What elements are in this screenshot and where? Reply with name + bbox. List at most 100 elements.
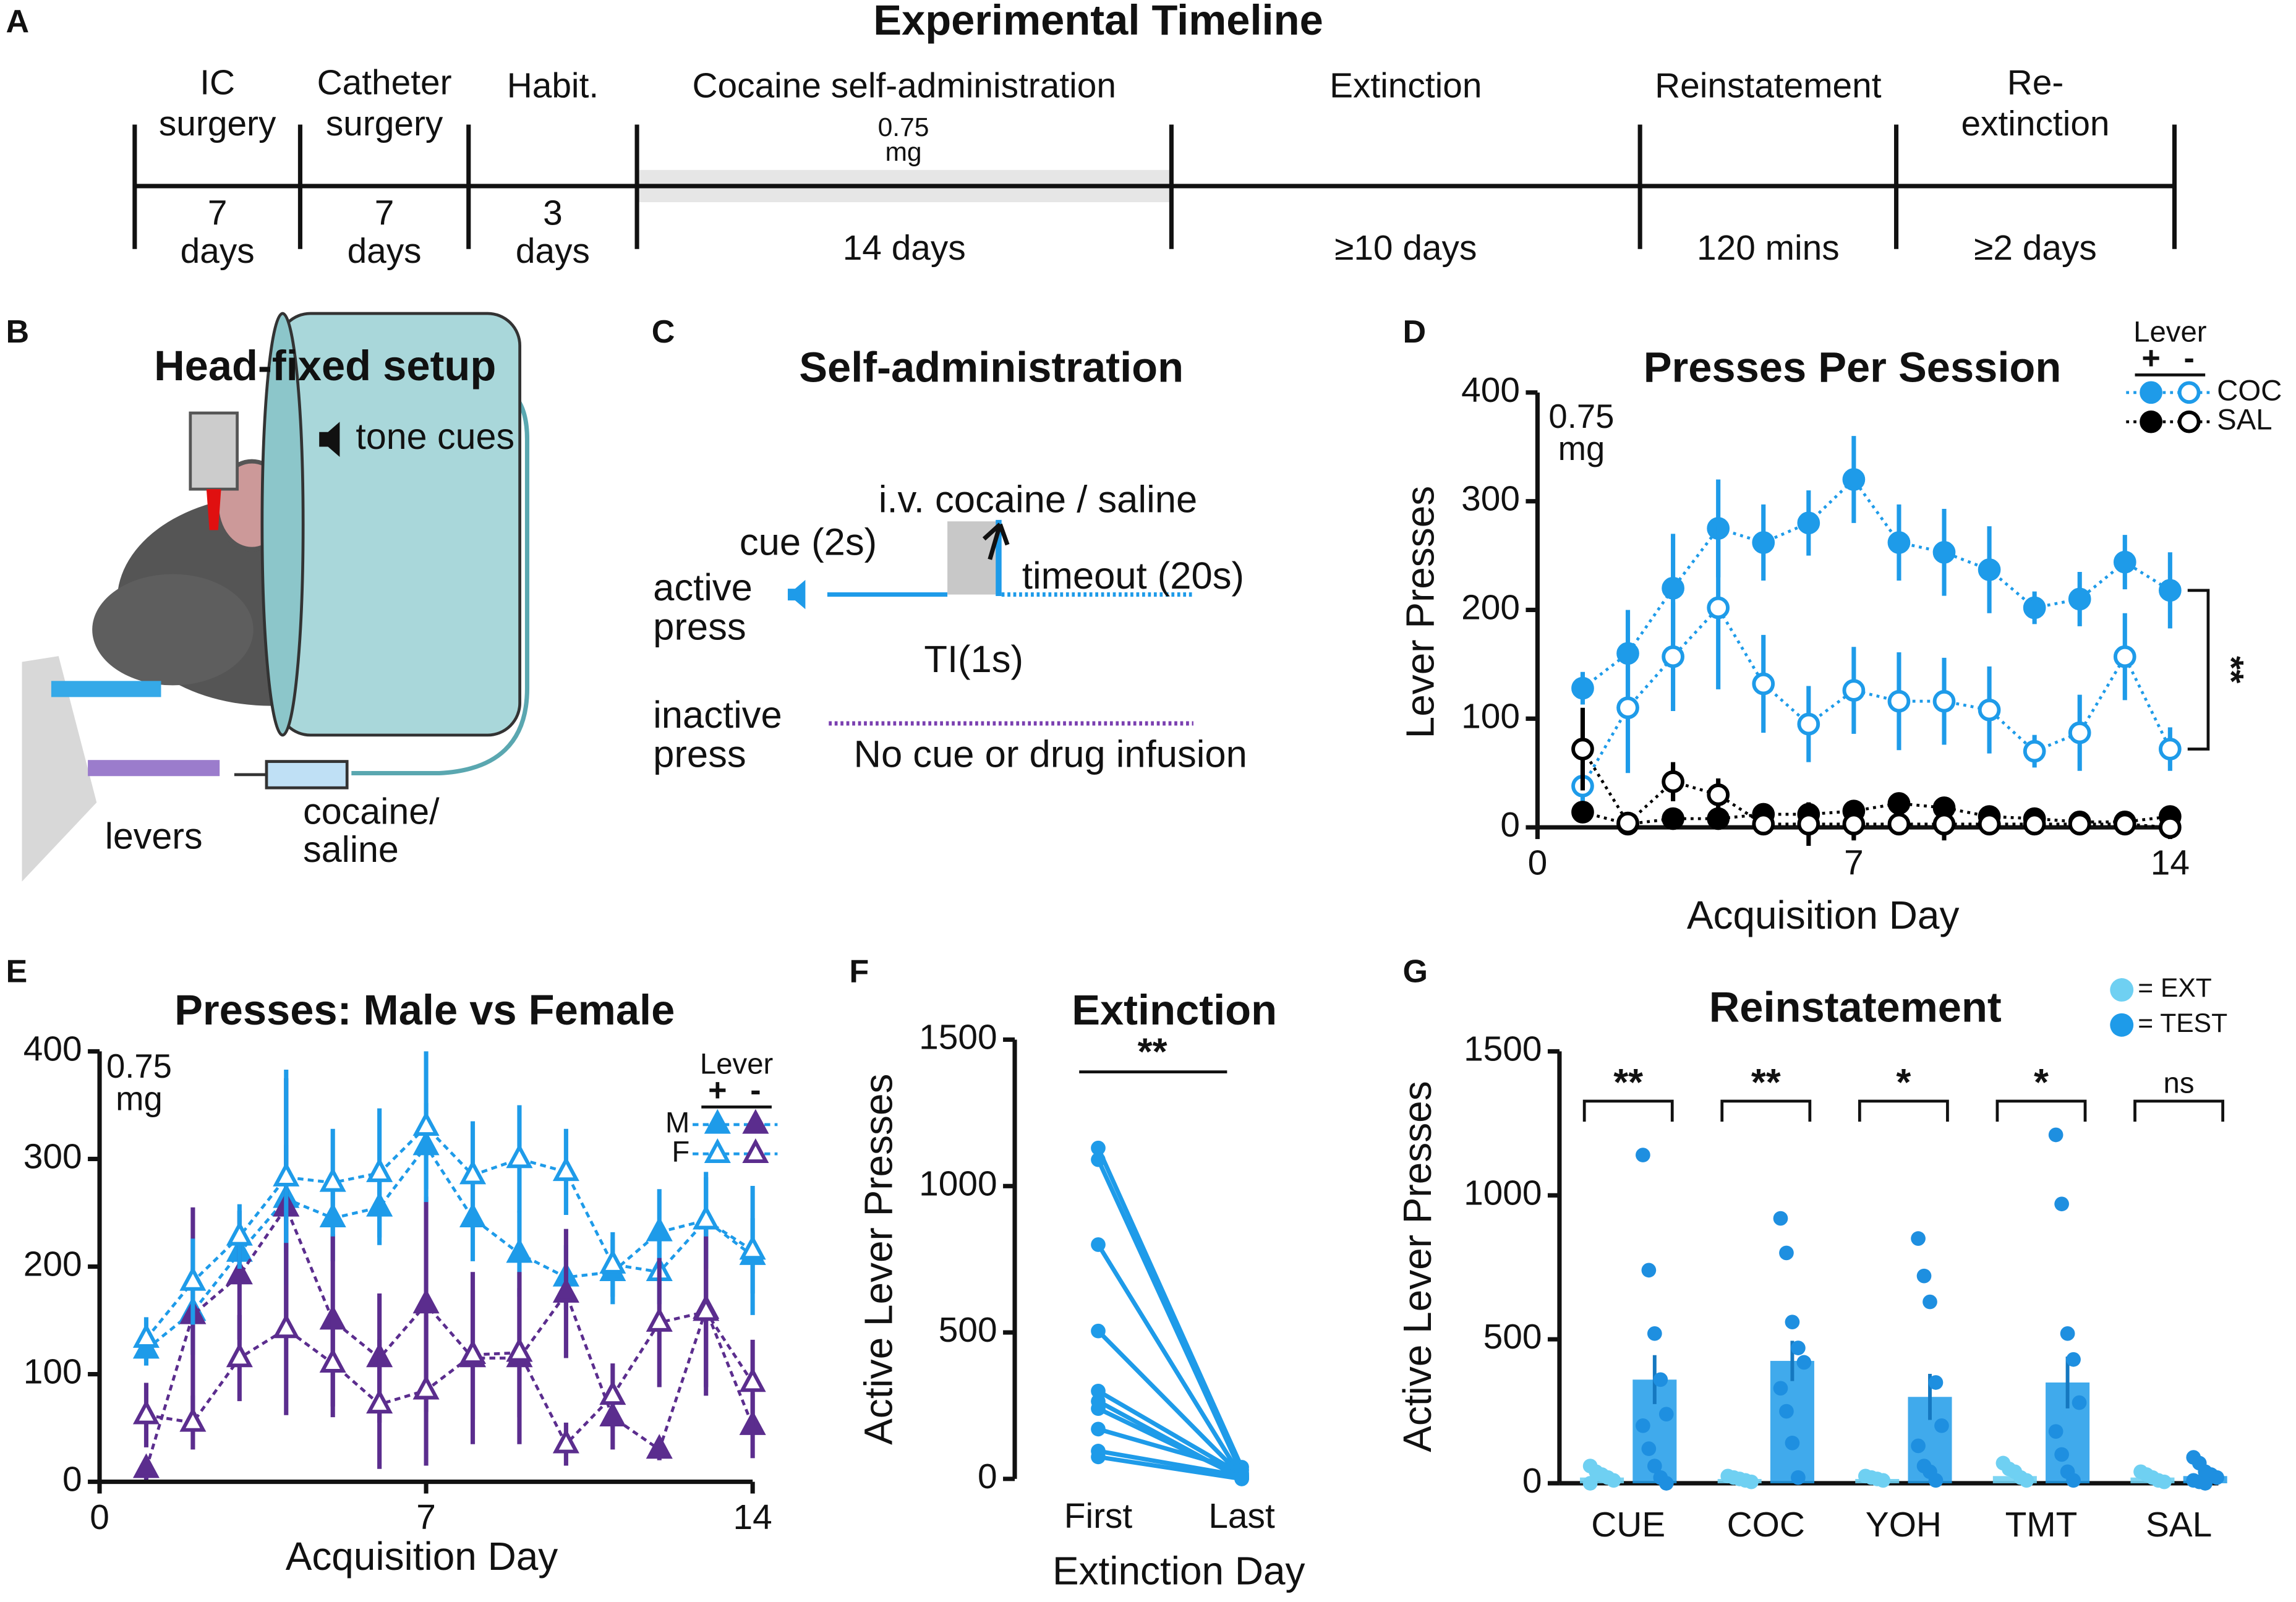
legend-column: + [2141, 341, 2160, 377]
bar-group [2183, 1450, 2227, 1491]
panel-letter: D [1403, 314, 1427, 350]
marker [1616, 696, 1639, 720]
significance-bracket [1858, 1099, 1949, 1122]
point [1647, 1326, 1662, 1341]
x-tick-label: 14 [733, 1498, 772, 1537]
marker [693, 1204, 720, 1230]
point [1779, 1404, 1794, 1419]
marker [1707, 807, 1730, 830]
marker [1571, 801, 1594, 824]
marker [2068, 587, 2091, 611]
x-axis-label: Extinction Day [1052, 1549, 1305, 1593]
pair-line [1096, 1147, 1244, 1468]
title: Self-administration [799, 343, 1184, 391]
point [2198, 1476, 2213, 1491]
x-tick-label: SAL [2146, 1506, 2212, 1544]
marker [1887, 689, 1911, 713]
series [132, 1051, 766, 1360]
point [1091, 1140, 1106, 1156]
point [2054, 1196, 2069, 1212]
legend-column: + [708, 1072, 727, 1108]
legend-marker [742, 1138, 769, 1163]
speaker-icon [319, 422, 340, 458]
marker [1842, 679, 1866, 702]
phase-name: extinction [1961, 104, 2109, 143]
significance-bracket [1582, 1099, 1674, 1122]
pair-line [1096, 1329, 1244, 1478]
bar-group [2130, 1464, 2175, 1489]
y-tick-label: 0 [1500, 806, 1520, 845]
y-tick-label: 400 [1461, 371, 1520, 410]
label: No cue or drug infusion [854, 733, 1247, 776]
point [1744, 1474, 1759, 1489]
bar-group [1580, 1459, 1624, 1491]
legend-title: Lever [2133, 316, 2206, 349]
marker [319, 1347, 346, 1373]
marker [366, 1157, 393, 1182]
series [1571, 707, 2182, 846]
microscope [189, 411, 239, 491]
x-tick-label: 14 [2151, 844, 2190, 883]
dose-note: 0.75 [878, 113, 929, 142]
marker [646, 1216, 673, 1242]
legend-label: M [665, 1106, 689, 1139]
marker [1887, 531, 1911, 554]
marker [226, 1221, 253, 1246]
marker [1842, 468, 1866, 491]
significance: * [2034, 1061, 2049, 1104]
marker [2113, 645, 2136, 668]
point [1773, 1211, 1788, 1226]
point [1091, 1449, 1106, 1465]
dose-note: 0.75 [106, 1047, 172, 1085]
point [1636, 1148, 1650, 1162]
point [2048, 1424, 2063, 1439]
marker [273, 1161, 300, 1187]
phase-name: Catheter [317, 64, 452, 103]
x-tick-label: 7 [416, 1498, 436, 1537]
legend-label: = EXT [2138, 973, 2212, 1003]
bar-group [1717, 1468, 1762, 1489]
marker [1662, 770, 1684, 793]
y-tick-label: 300 [1461, 480, 1520, 519]
phase-duration: 14 days [843, 229, 966, 268]
legend-label: SAL [2217, 404, 2273, 437]
marker [1662, 807, 1684, 830]
legend-marker [2140, 381, 2162, 404]
point [1916, 1268, 1932, 1284]
marker [412, 1374, 440, 1400]
marker [693, 1296, 720, 1321]
series [1571, 436, 2182, 705]
panel-letter: B [6, 314, 29, 350]
marker [506, 1143, 533, 1169]
x-tick-label: First [1064, 1497, 1133, 1536]
marker [1662, 645, 1684, 668]
bar [1770, 1361, 1814, 1483]
x-tick-label: Last [1208, 1497, 1275, 1536]
dose-note: 0.75 [1548, 398, 1614, 435]
pair-line [1096, 1243, 1244, 1479]
phase-duration: days [348, 232, 422, 271]
marker [459, 1159, 487, 1185]
schedule-diagram [787, 519, 1193, 726]
marker [552, 1428, 579, 1454]
significance-bracket [1720, 1099, 1812, 1122]
significance: * [1896, 1061, 1911, 1104]
bar-group [1855, 1468, 1900, 1488]
y-tick-label: 1500 [919, 1018, 997, 1057]
phase-duration: 3 [543, 194, 563, 232]
phase-name: Re- [2007, 64, 2064, 103]
point [1091, 1323, 1106, 1339]
legend-column: - [750, 1072, 761, 1108]
title: Head-fixed setup [154, 342, 496, 390]
marker [1932, 540, 1956, 564]
marker [1662, 576, 1684, 600]
legend-marker [2140, 410, 2162, 433]
point [2048, 1127, 2063, 1143]
label: saline [303, 829, 399, 870]
series [132, 1236, 766, 1469]
marker [2159, 579, 2182, 602]
significance: ** [2211, 656, 2250, 684]
marker [1887, 812, 1911, 836]
marker [179, 1266, 207, 1291]
y-tick-label: 500 [939, 1311, 997, 1350]
